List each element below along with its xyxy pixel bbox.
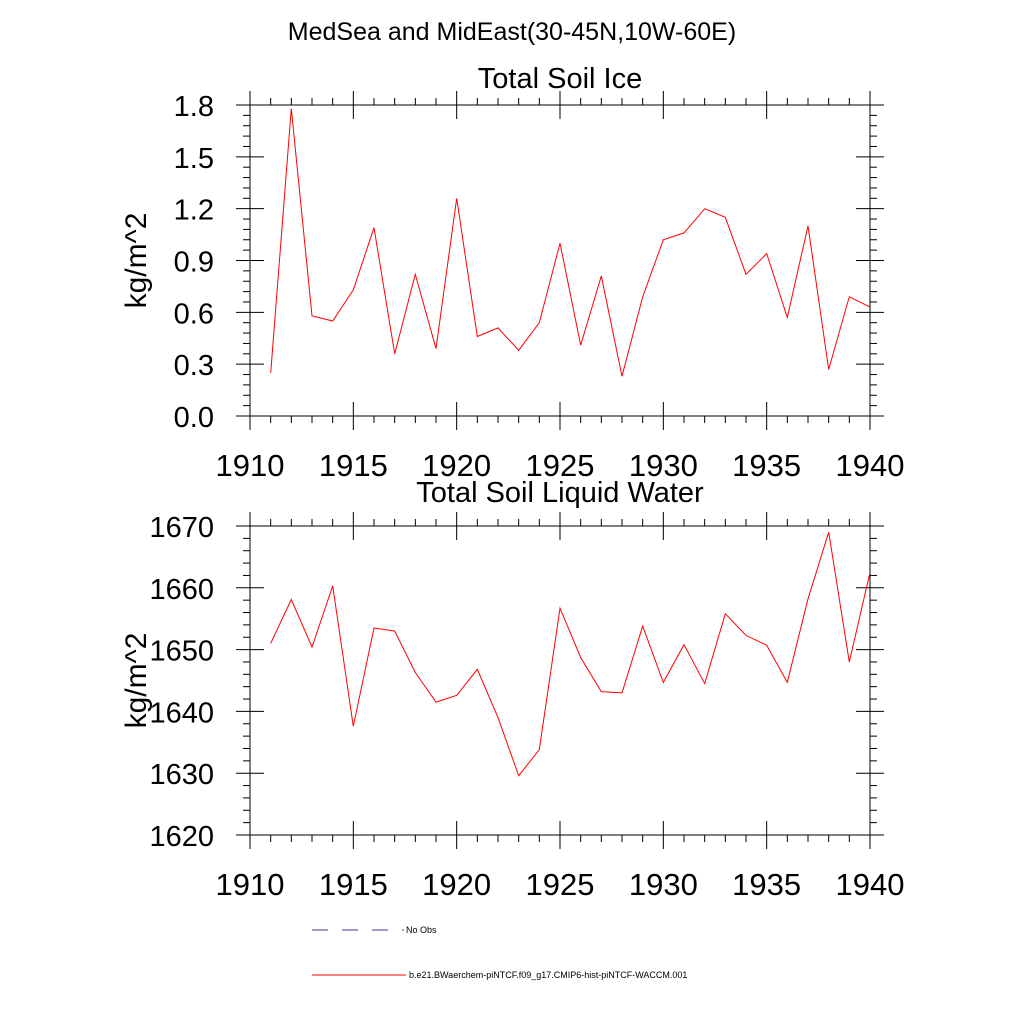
panel2-frame [249,525,871,836]
panel2-ytick-label: 1620 [149,821,214,853]
panel1-series-line [270,108,871,377]
panel1-ytick-label: 0.3 [174,350,214,382]
panel2-ylabel: kg/m^2 [120,633,153,729]
panel1-xtick-label: 1920 [422,448,491,483]
panel1-xtick-label: 1915 [319,448,388,483]
panel2-xtick-label: 1925 [526,867,595,902]
panel2-xtick-label: 1910 [216,867,285,902]
panel2-xtick-label: 1930 [629,867,698,902]
panel1-ytick-label: 1.2 [174,195,214,227]
panel1-ytick-label: 0.6 [174,298,214,330]
panel1-ytick-label: 0.9 [174,247,214,279]
panel1-xtick-label: 1930 [629,448,698,483]
panel2-ytick-label: 1650 [149,636,214,668]
panel1-ytick-label: 1.8 [174,91,214,123]
legend-label-no-obs: No Obs [406,925,437,935]
panel2-series-line [270,532,871,777]
panel1-xtick-label: 1940 [836,448,905,483]
figure-title: MedSea and MidEast(30-45N,10W-60E) [287,18,737,46]
panel1-ytick-label: 0.0 [174,402,214,434]
panel1-xtick-label: 1925 [526,448,595,483]
panel2-xtick-label: 1920 [422,867,491,902]
panel1-title: Total Soil Ice [478,63,642,95]
panel1-ylabel: kg/m^2 [120,213,153,309]
panel2-title: Total Soil Liquid Water [416,477,704,509]
legend-label-model: b.e21.BWaerchem-piNTCF.f09_g17.CMIP6-his… [409,970,687,980]
panel2-xtick-label: 1935 [732,867,801,902]
panel2-xtick-label: 1915 [319,867,388,902]
panel2-ytick-label: 1640 [149,697,214,729]
panel2-ytick-label: 1660 [149,574,214,606]
panel2-ytick-label: 1670 [149,512,214,544]
panel1-xtick-label: 1935 [732,448,801,483]
panel1-xtick-label: 1910 [216,448,285,483]
panel1-frame [249,104,871,417]
panel2-ytick-label: 1630 [149,759,214,791]
panel1-ytick-label: 1.5 [174,143,214,175]
panel2-xtick-label: 1940 [836,867,905,902]
